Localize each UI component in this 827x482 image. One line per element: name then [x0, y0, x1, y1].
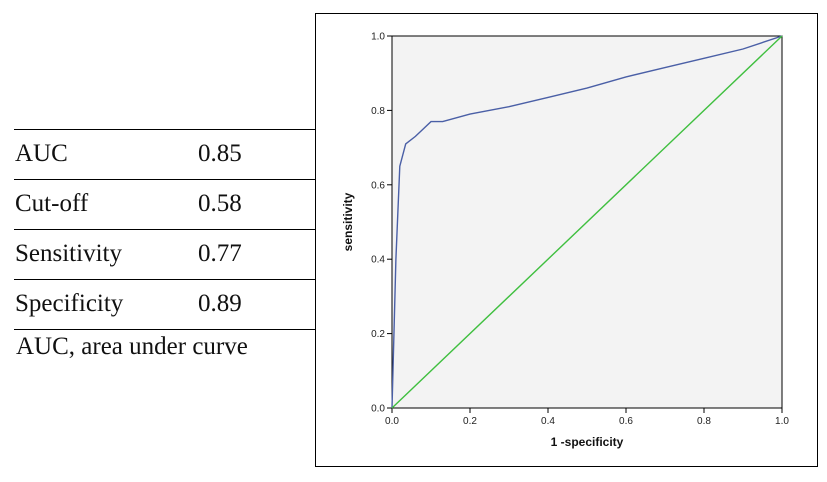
- stats-table: AUC 0.85 Cut-off 0.58 Sensitivity 0.77 S…: [14, 129, 319, 330]
- stats-value: 0.58: [198, 190, 242, 217]
- y-tick-label: 0.0: [371, 404, 385, 415]
- y-tick-label: 1.0: [371, 32, 385, 43]
- x-tick-label: 0.8: [697, 416, 711, 427]
- stats-row-auc: AUC 0.85: [14, 129, 319, 179]
- x-tick-label: 1.0: [775, 416, 789, 427]
- stats-row-cutoff: Cut-off 0.58: [14, 179, 319, 229]
- x-tick-label: 0.2: [463, 416, 477, 427]
- stats-label: AUC: [15, 140, 68, 167]
- stats-label: Sensitivity: [15, 240, 122, 267]
- stats-label: Specificity: [15, 290, 124, 317]
- x-tick-label: 0.0: [385, 416, 399, 427]
- stats-label: Cut-off: [15, 190, 89, 217]
- roc-curve-line: [391, 35, 783, 409]
- roc-chart: 0.0 0.2 0.4 0.6 0.8 1.0 0.0 0.2 0.4 0.6 0.8 1.0 1 -…: [341, 32, 789, 450]
- stats-value: 0.89: [198, 290, 242, 317]
- roc-chart-frame: 0.0 0.2 0.4 0.6 0.8 1.0 0.0 0.2 0.4 0.6 0.8 1.0 1 -…: [315, 13, 818, 467]
- stats-row-sensitivity: Sensitivity 0.77: [14, 229, 319, 279]
- y-tick-label: 0.6: [371, 180, 385, 191]
- x-tick-label: 0.4: [541, 416, 555, 427]
- x-tick-label: 0.6: [619, 416, 633, 427]
- x-axis-title: 1 -specificity: [551, 435, 624, 449]
- stats-value: 0.77: [198, 240, 242, 267]
- stats-row-specificity: Specificity 0.89: [14, 279, 319, 330]
- y-axis-title: sensitivity: [341, 192, 355, 251]
- y-tick-label: 0.4: [371, 255, 385, 266]
- y-tick-label: 0.8: [371, 106, 385, 117]
- table-footnote: AUC, area under curve: [16, 333, 248, 360]
- stats-value: 0.85: [198, 140, 242, 167]
- reference-diagonal-line: [391, 35, 783, 409]
- y-tick-label: 0.2: [371, 329, 385, 340]
